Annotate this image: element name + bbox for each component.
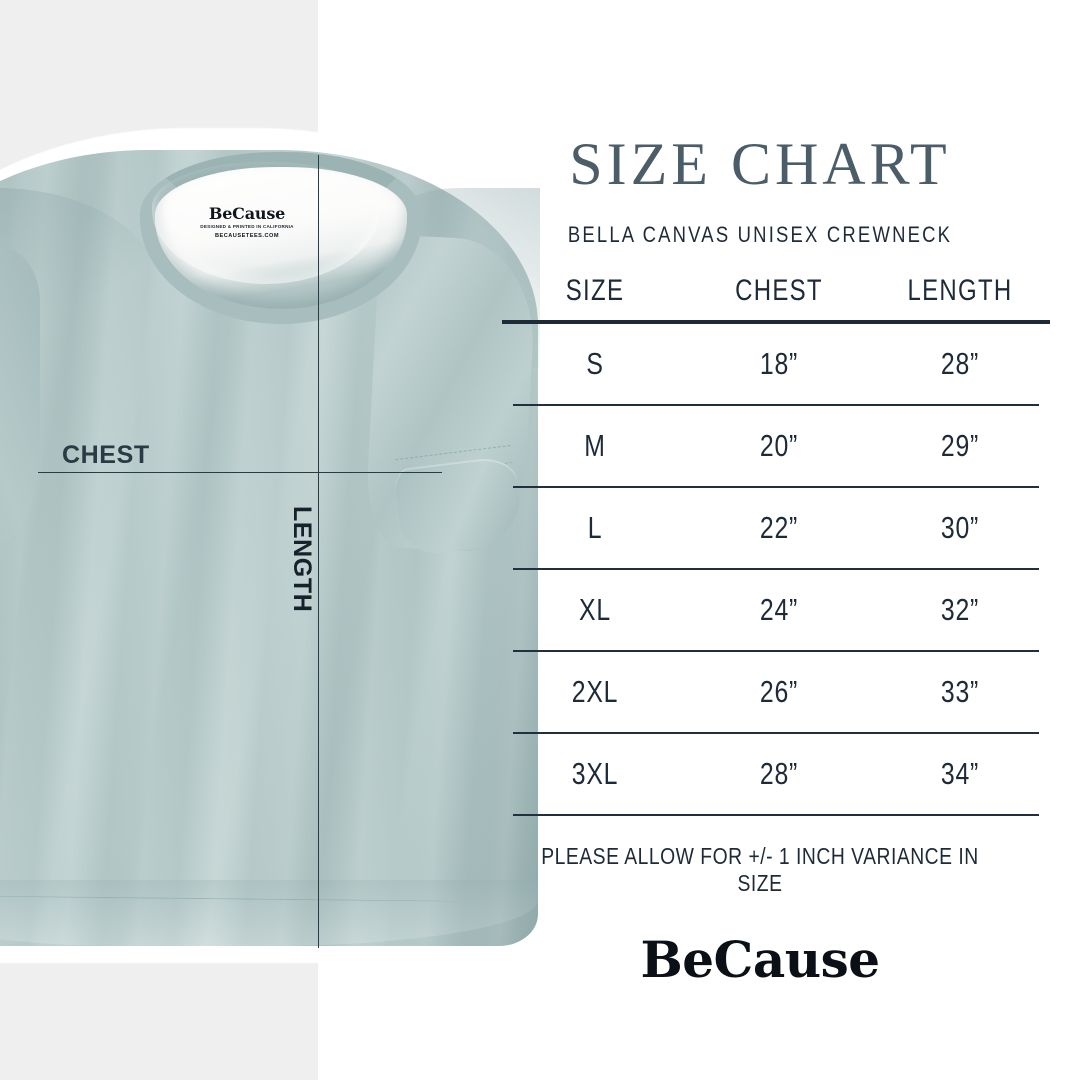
table-header-row: SIZE CHEST LENGTH xyxy=(502,262,1050,320)
cell-size: XL xyxy=(579,592,611,627)
cell-size: M xyxy=(584,428,606,463)
table-bottom-rule xyxy=(512,814,1040,816)
cell-length: 30” xyxy=(940,510,980,545)
size-chart-panel: SIZE CHART BELLA CANVAS UNISEX CREWNECK … xyxy=(470,0,1080,1080)
length-measurement-line xyxy=(318,155,319,948)
table-row: M 20” 29” xyxy=(502,406,1050,486)
table-row: 2XL 26” 33” xyxy=(502,652,1050,732)
cell-length: 34” xyxy=(940,756,980,791)
table-row-divider xyxy=(512,732,1040,734)
cell-size: 3XL xyxy=(571,756,619,791)
cell-chest: 26” xyxy=(759,674,799,709)
table-row: XL 24” 32” xyxy=(502,570,1050,650)
table-row: S 18” 28” xyxy=(502,324,1050,404)
table-header-rule xyxy=(502,320,1050,324)
brand-logo: BeCause xyxy=(640,930,880,989)
length-measurement-label: LENGTH xyxy=(288,506,316,613)
cell-size: 2XL xyxy=(571,674,619,709)
variance-note: PLEASE ALLOW FOR +/- 1 INCH VARIANCE IN … xyxy=(541,843,979,896)
cell-size: S xyxy=(586,346,604,381)
table-row-divider xyxy=(512,404,1040,406)
neck-label-brand: BeCause xyxy=(208,204,286,223)
chest-measurement-label: CHEST xyxy=(62,441,150,469)
page-title: SIZE CHART xyxy=(569,131,951,197)
table-row-divider xyxy=(512,486,1040,488)
cell-chest: 22” xyxy=(759,510,799,545)
neck-label: BeCause DESIGNED & PRINTED IN CALIFORNIA… xyxy=(186,206,308,239)
page-subtitle: BELLA CANVAS UNISEX CREWNECK xyxy=(567,222,953,247)
cell-chest: 24” xyxy=(759,592,799,627)
cell-length: 29” xyxy=(940,428,980,463)
table-row-divider xyxy=(512,568,1040,570)
cell-size: L xyxy=(587,510,603,545)
cell-chest: 20” xyxy=(759,428,799,463)
table-row: L 22” 30” xyxy=(502,488,1050,568)
table-row: 3XL 28” 34” xyxy=(502,734,1050,814)
cell-length: 33” xyxy=(940,674,980,709)
chest-measurement-line xyxy=(38,472,442,473)
neck-label-website: BECAUSETEES.COM xyxy=(214,232,280,239)
column-header-size: SIZE xyxy=(565,274,625,307)
cell-length: 28” xyxy=(940,346,980,381)
cell-length: 32” xyxy=(940,592,980,627)
neck-label-origin: DESIGNED & PRINTED IN CALIFORNIA xyxy=(200,224,294,229)
column-header-chest: CHEST xyxy=(735,274,823,307)
cell-chest: 18” xyxy=(759,346,799,381)
tshirt-photo: BeCause DESIGNED & PRINTED IN CALIFORNIA… xyxy=(0,150,540,948)
cell-chest: 28” xyxy=(759,756,799,791)
table-row-divider xyxy=(512,650,1040,652)
column-header-length: LENGTH xyxy=(907,274,1013,307)
size-table: SIZE CHEST LENGTH S 18” 28” M 20” 29” L … xyxy=(502,262,1050,816)
